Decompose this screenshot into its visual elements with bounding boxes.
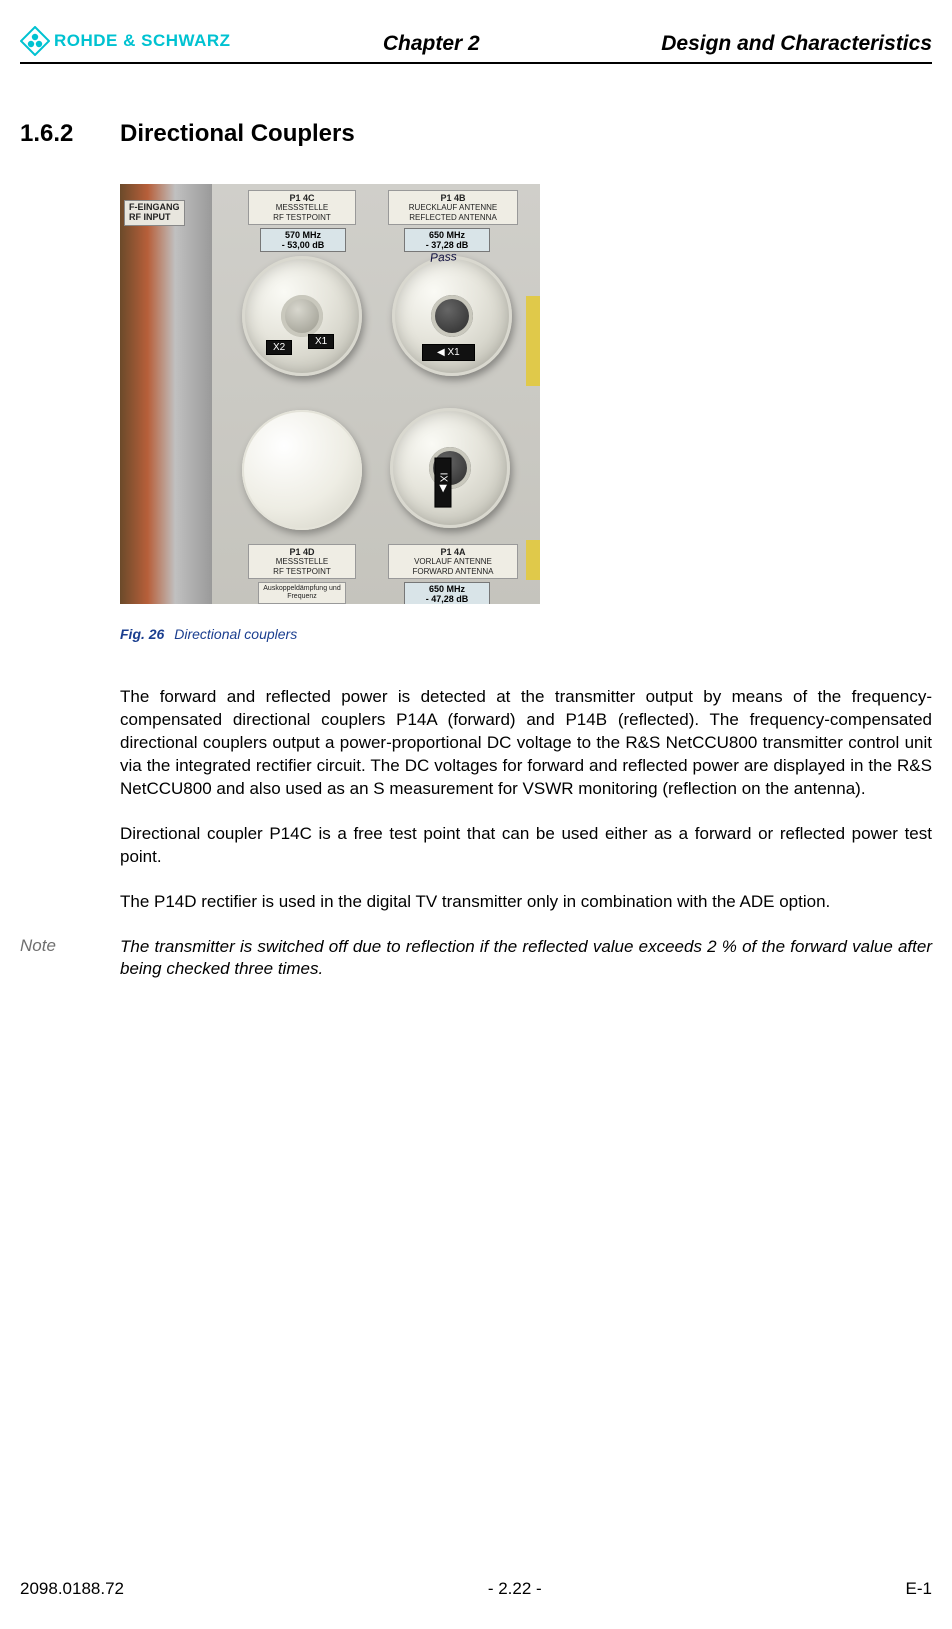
tag-p14d: P1 4D MESSSTELLE RF TESTPOINT xyxy=(248,544,356,579)
label-x2: X2 xyxy=(266,340,292,355)
note-label: Note xyxy=(20,936,120,982)
footer-page-number: - 2.22 - xyxy=(488,1579,542,1599)
note-text: The transmitter is switched off due to r… xyxy=(120,936,932,982)
footer-revision: E-1 xyxy=(906,1579,932,1599)
tag-p14d-title: P1 4D xyxy=(289,547,314,557)
tag-p14c: P1 4C MESSSTELLE RF TESTPOINT xyxy=(248,190,356,225)
tag-p14a: P1 4A VORLAUF ANTENNE FORWARD ANTENNA xyxy=(388,544,518,579)
section-heading: 1.6.2 Directional Couplers xyxy=(20,120,932,148)
label-x1b: ◀ X1 xyxy=(422,344,475,361)
label-pass: Pass xyxy=(430,249,458,265)
figure-photo: F-EINGANG RF INPUT P1 4C MESSSTELLE RF T… xyxy=(120,184,540,604)
freq-p14a: 650 MHz - 47,28 dB xyxy=(404,582,490,604)
tag-p14b-l2: REFLECTED ANTENNA xyxy=(393,213,513,222)
brand-name: ROHDE & SCHWARZ xyxy=(54,31,231,51)
cap-p14d xyxy=(242,410,362,530)
rf-input-en: RF INPUT xyxy=(129,212,171,222)
tag-p14c-l2: RF TESTPOINT xyxy=(253,213,351,222)
paragraph-2: Directional coupler P14C is a free test … xyxy=(120,823,932,869)
tag-p14b: P1 4B RUECKLAUF ANTENNE REFLECTED ANTENN… xyxy=(388,190,518,225)
freq-p14c-f: 570 MHz xyxy=(285,230,321,240)
tag-p14c-l1: MESSSTELLE xyxy=(253,203,351,212)
brand-logo-icon xyxy=(20,26,50,56)
tag-p14d-l1: MESSSTELLE xyxy=(253,557,351,566)
freq-p14b-f: 650 MHz xyxy=(429,230,465,240)
coupler-p14c xyxy=(242,256,362,376)
tag-p14a-l1: VORLAUF ANTENNE xyxy=(393,557,513,566)
label-x1a: X1 xyxy=(308,334,334,349)
freq-p14a-f: 650 MHz xyxy=(429,584,465,594)
tag-p14b-title: P1 4B xyxy=(440,193,465,203)
tag-p14d-l2: RF TESTPOINT xyxy=(253,567,351,576)
label-ix-text: IX xyxy=(437,473,448,482)
page-header: ROHDE & SCHWARZ Chapter 2 Design and Cha… xyxy=(20,14,932,64)
rf-input-de: F-EINGANG xyxy=(129,202,180,212)
figure-number: Fig. 26 xyxy=(120,626,164,642)
label-x1b-text: X1 xyxy=(447,347,459,358)
label-ix: IX ▶ xyxy=(434,458,451,508)
page-footer: 2098.0188.72 - 2.22 - E-1 xyxy=(20,1579,932,1599)
freq-p14b: 650 MHz - 37,28 dB xyxy=(404,228,490,252)
freq-p14c: 570 MHz - 53,00 dB xyxy=(260,228,346,252)
note-block: Note The transmitter is switched off due… xyxy=(20,936,932,982)
freq-p14b-db: - 37,28 dB xyxy=(426,240,469,250)
section-number: 1.6.2 xyxy=(20,120,120,148)
section-title: Directional Couplers xyxy=(120,120,355,148)
page-title: Design and Characteristics xyxy=(632,32,932,56)
freq-p14c-db: - 53,00 dB xyxy=(282,240,325,250)
figure-caption: Fig. 26 Directional couplers xyxy=(120,626,932,642)
brand-logo: ROHDE & SCHWARZ xyxy=(20,26,231,56)
paragraph-3: The P14D rectifier is used in the digita… xyxy=(120,891,932,914)
tag-p14c-title: P1 4C xyxy=(289,193,314,203)
tag-p14a-title: P1 4A xyxy=(440,547,465,557)
paragraph-1: The forward and reflected power is detec… xyxy=(120,686,932,801)
footer-doc-number: 2098.0188.72 xyxy=(20,1579,124,1599)
tag-p14d-sub: Auskoppeldämpfung und Frequenz xyxy=(258,582,346,604)
tag-p14b-l1: RUECKLAUF ANTENNE xyxy=(393,203,513,212)
tag-p14a-l2: FORWARD ANTENNA xyxy=(393,567,513,576)
freq-p14a-db: - 47,28 dB xyxy=(426,594,469,604)
rf-input-label: F-EINGANG RF INPUT xyxy=(124,200,185,226)
figure-caption-text: Directional couplers xyxy=(174,626,297,642)
chapter-label: Chapter 2 xyxy=(231,32,632,56)
